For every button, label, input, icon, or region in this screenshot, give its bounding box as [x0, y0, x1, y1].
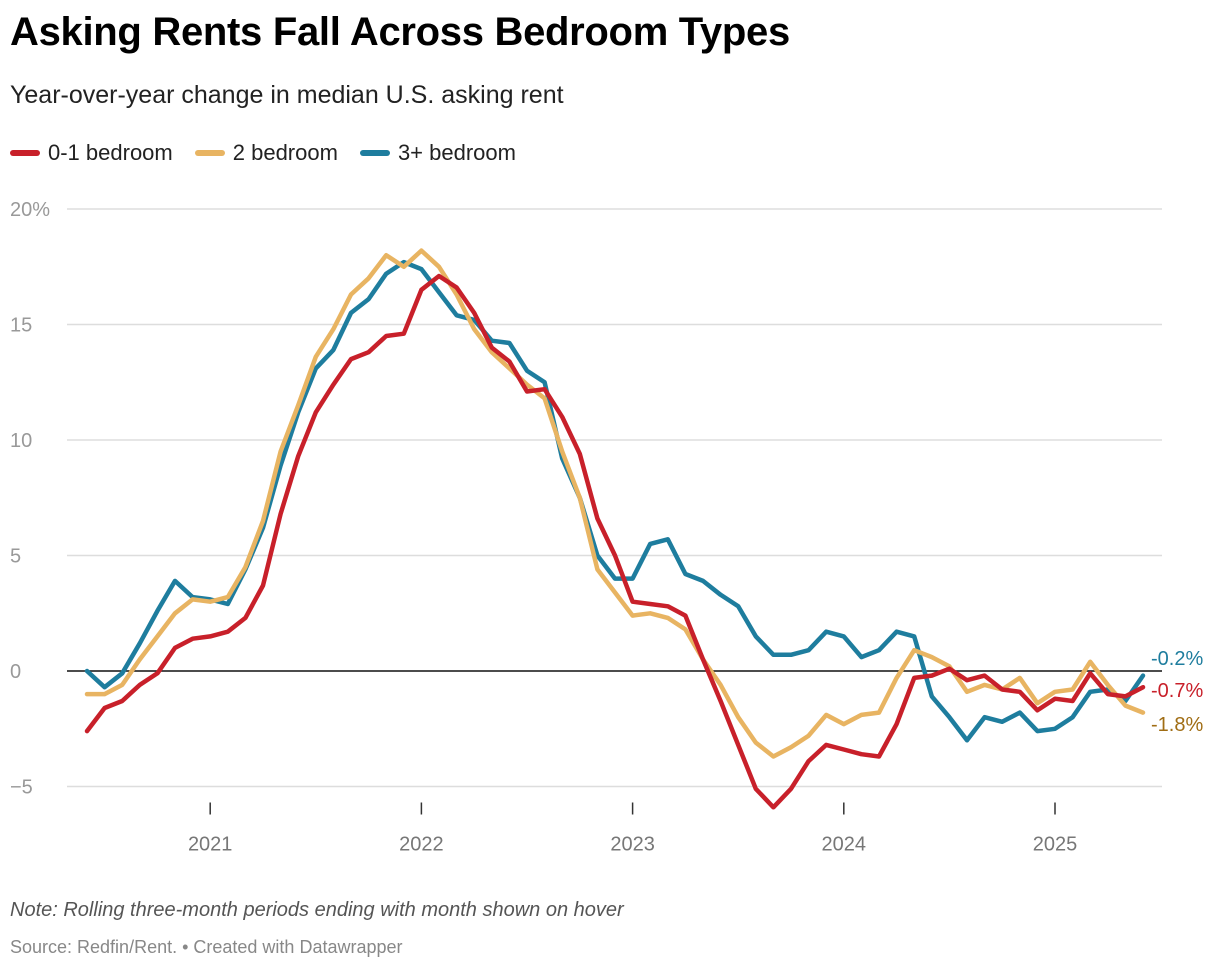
legend-item-0-1-bedroom[interactable]: 0-1 bedroom — [10, 140, 173, 166]
series-line-2-bedroom[interactable] — [84, 248, 1146, 759]
y-tick-label: 10 — [10, 430, 32, 452]
x-tick-label: 2025 — [1033, 834, 1078, 856]
series-line-3-plus-bedroom[interactable] — [84, 259, 1146, 743]
legend-item-2-bedroom[interactable]: 2 bedroom — [194, 140, 338, 166]
legend-swatch-2-bedroom — [194, 150, 225, 156]
legend-label-0-1-bedroom: 0-1 bedroom — [48, 140, 173, 165]
y-tick-label: 0 — [10, 661, 21, 683]
legend-item-3-plus-bedroom[interactable]: 3+ bedroom — [359, 140, 516, 166]
y-tick-label: 15 — [10, 315, 32, 337]
x-tick-label: 2022 — [399, 834, 444, 856]
end-label: -0.2% — [1151, 648, 1203, 670]
series-lines — [84, 248, 1146, 810]
legend-swatch-3-plus-bedroom — [359, 150, 390, 156]
end-label: -0.7% — [1151, 680, 1203, 702]
end-label: -1.8% — [1151, 714, 1203, 736]
legend-swatch-0-1-bedroom — [10, 150, 40, 156]
chart-source: Source: Redfin/Rent. • Created with Data… — [10, 937, 403, 957]
chart-note: Note: Rolling three-month periods ending… — [10, 899, 624, 921]
chart-title: Asking Rents Fall Across Bedroom Types — [10, 10, 790, 54]
end-labels: -0.7% -1.8% -0.2% — [1151, 648, 1203, 736]
legend: 0-1 bedroom 2 bedroom 3+ bedroom — [10, 140, 516, 166]
legend-label-2-bedroom: 2 bedroom — [232, 140, 338, 165]
series-line-0-1-bedroom[interactable] — [84, 273, 1146, 810]
y-tick-label: −5 — [10, 777, 33, 799]
chart-subtitle: Year-over-year change in median U.S. ask… — [10, 81, 564, 109]
y-tick-label: 5 — [10, 546, 21, 568]
x-tick-label: 2024 — [822, 834, 867, 856]
x-axis: 2021 2022 2023 2024 2025 — [188, 802, 1078, 856]
line-chart: 20% 15 10 5 0 −5 2021 2022 2023 2024 2025 -0.7% -1… — [10, 199, 1203, 856]
x-tick-label: 2021 — [188, 834, 233, 856]
legend-label-3-plus-bedroom: 3+ bedroom — [397, 140, 516, 165]
y-axis-labels: 20% 15 10 5 0 −5 — [10, 199, 50, 799]
gridlines — [67, 208, 1162, 788]
y-tick-label: 20% — [10, 199, 50, 221]
x-tick-label: 2023 — [610, 834, 655, 856]
